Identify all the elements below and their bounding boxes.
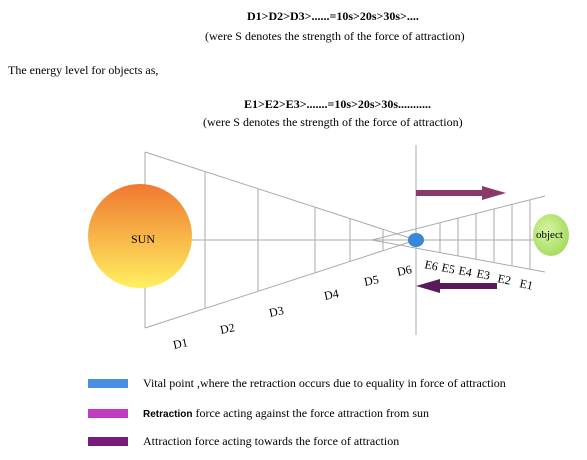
distance-label-d2: D2 xyxy=(219,320,236,337)
funnel-lines xyxy=(144,145,546,335)
legend-retraction-prefix: Retraction xyxy=(143,408,193,420)
energy-label-e2: E2 xyxy=(496,271,512,287)
vital-point-dot xyxy=(408,233,424,247)
energy-label-e4: E4 xyxy=(457,263,473,279)
distance-label-d4: D4 xyxy=(323,286,340,303)
e-note: (were S denotes the strength of the forc… xyxy=(203,115,463,129)
distance-label-d6: D6 xyxy=(396,262,413,279)
legend-swatch-vital xyxy=(88,378,128,388)
d-note: (were S denotes the strength of the forc… xyxy=(205,29,465,43)
right-funnel-top xyxy=(371,195,546,241)
legend-vital-point: Vital point ,where the retraction occurs… xyxy=(88,376,506,390)
distance-label-d5: D5 xyxy=(363,272,380,289)
energy-label-e1: E1 xyxy=(518,276,534,292)
right-funnel-bottom xyxy=(371,239,546,273)
retraction-arrow xyxy=(416,186,506,200)
legend-retraction-text: force acting against the force attractio… xyxy=(192,405,430,420)
legend-label-retraction: Retraction force acting against the forc… xyxy=(143,406,429,421)
energy-labels: E6 E5 E4 E3 E2 E1 xyxy=(423,257,534,292)
legend-swatch-attraction xyxy=(88,436,128,446)
energy-label-e3: E3 xyxy=(475,266,491,282)
legend-swatch-retraction xyxy=(88,408,128,418)
legend-retraction: Retraction force acting against the forc… xyxy=(88,406,429,420)
object-label: object xyxy=(536,229,563,241)
distance-labels: D1 D2 D3 D4 D5 D6 xyxy=(172,262,413,352)
distance-label-d1: D1 xyxy=(172,335,189,352)
e-relation: E1>E2>E3>.......=10s>20s>30s........... xyxy=(244,97,432,111)
legend-label-attraction: Attraction force acting towards the forc… xyxy=(143,433,400,448)
d-relation: D1>D2>D3>......=10s>20s>30s>.... xyxy=(247,9,419,23)
distance-label-d3: D3 xyxy=(268,303,285,320)
left-funnel-top xyxy=(144,151,417,241)
legend-label-vital: Vital point ,where the retraction occurs… xyxy=(143,375,506,390)
sun-label: SUN xyxy=(131,232,155,246)
left-funnel-bottom xyxy=(144,239,417,329)
sun-circle xyxy=(88,184,192,288)
intro-text: The energy level for objects as, xyxy=(8,63,159,77)
object-circle xyxy=(533,214,569,256)
energy-label-e5: E5 xyxy=(440,260,456,276)
attraction-arrow xyxy=(416,279,497,293)
legend-attraction: Attraction force acting towards the forc… xyxy=(88,434,399,448)
energy-label-e6: E6 xyxy=(423,257,439,273)
